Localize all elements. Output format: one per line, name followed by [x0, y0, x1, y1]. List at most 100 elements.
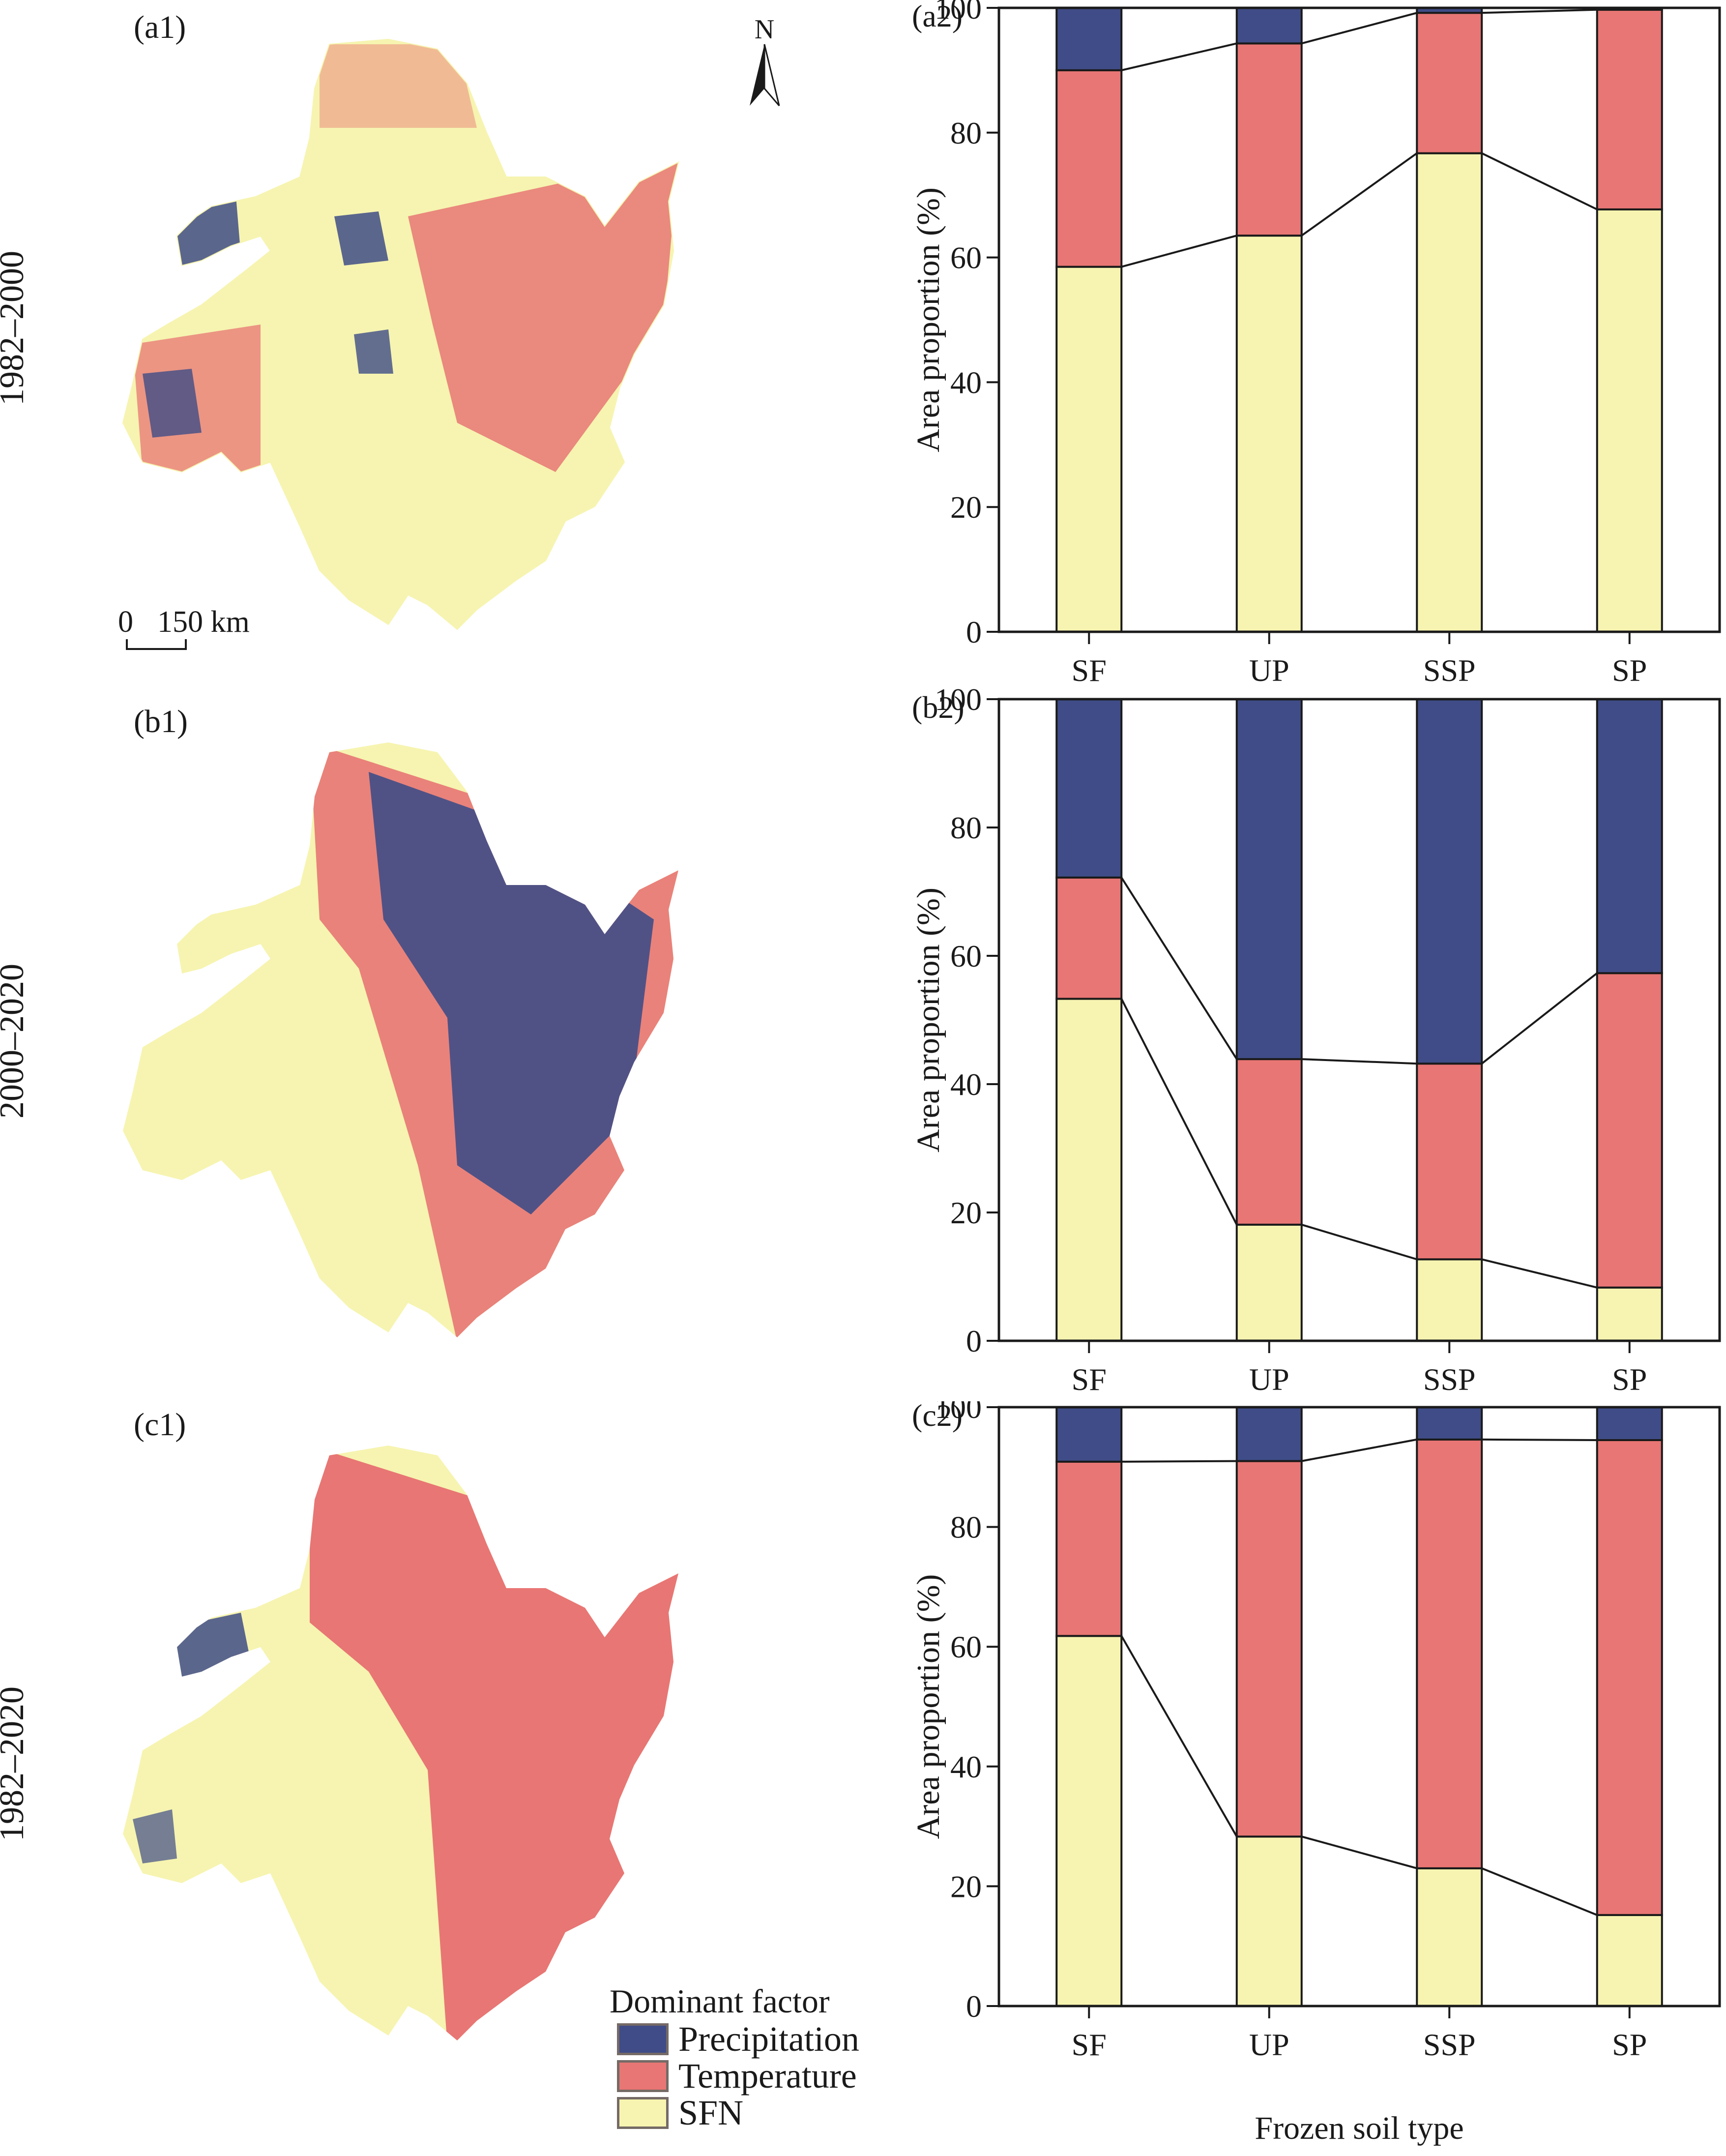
y-tick-label: 20: [950, 1869, 982, 1904]
bar-segment-sf-precipitation: [1055, 1406, 1123, 1463]
bar-segment-up-precipitation: [1235, 7, 1303, 45]
bar-segment-sp-sfn: [1596, 1914, 1663, 2008]
bar-segment-sf-temperature: [1055, 876, 1123, 1000]
connector-line: [1482, 8, 1597, 14]
scale-bar-end: 150 km: [157, 605, 250, 639]
bar-segment-ssp-temperature: [1416, 12, 1483, 154]
bar-segment-sf-temperature: [1055, 69, 1123, 268]
y-tick-label: 100: [935, 0, 982, 26]
scale-bar: 0 150 km: [118, 602, 290, 659]
bar-segment-ssp-sfn: [1416, 1258, 1483, 1342]
x-tick-label: SSP: [1423, 2027, 1476, 2062]
bar-segment-sp-temperature: [1596, 1439, 1663, 1916]
north-arrow: N: [747, 14, 782, 108]
y-tick-label: 60: [950, 240, 982, 275]
connector-line: [1120, 998, 1238, 1225]
bar-segment-sf-precipitation: [1055, 7, 1123, 71]
plot-frame: [997, 1406, 1721, 2008]
y-tick-label: 100: [935, 1401, 982, 1425]
legend: Dominant factor Precipitation Temperatur…: [610, 1981, 859, 2132]
bar-segment-up-temperature: [1235, 42, 1303, 237]
bar-segment-sp-temperature: [1596, 8, 1663, 210]
map-panel-label-c1: (c1): [134, 1407, 186, 1443]
y-axis-label: Area proportion (%): [910, 187, 946, 452]
legend-item-precipitation: Precipitation: [617, 2019, 859, 2059]
connector-line: [1481, 1867, 1598, 1916]
scale-bar-start: 0: [118, 605, 133, 639]
chart-panel-label: (c2): [912, 1401, 963, 1433]
bar-segment-sp-precipitation: [1596, 698, 1663, 975]
plot-frame: [997, 6, 1721, 633]
map-panel-label-b1: (b1): [134, 704, 188, 739]
x-tick-label: SP: [1612, 1362, 1647, 1397]
y-tick-label: 80: [950, 116, 982, 150]
legend-label-sfn: SFN: [678, 2093, 744, 2132]
x-tick-label: UP: [1249, 1362, 1289, 1397]
bar-segment-up-temperature: [1235, 1460, 1303, 1838]
bar-segment-ssp-temperature: [1416, 1063, 1483, 1261]
y-tick-label: 80: [950, 1510, 982, 1545]
connector-line: [1301, 1223, 1417, 1261]
bar-segment-up-precipitation: [1235, 1406, 1303, 1462]
map-panel-label-a1: (a1): [134, 9, 186, 45]
y-tick-label: 20: [950, 490, 982, 525]
connector-line: [1481, 1258, 1598, 1289]
bar-segment-up-temperature: [1235, 1058, 1303, 1226]
x-tick-label: SP: [1612, 2027, 1647, 2062]
y-tick-label: 0: [966, 1324, 982, 1359]
chart-panel-label: (a2): [912, 0, 963, 33]
north-arrow-icon: N: [750, 14, 780, 106]
y-tick-label: 0: [966, 615, 982, 650]
chart-a2: 0 20 40 60 80 100 SF UP SSP SP (a2) Area proportion…: [910, 0, 1721, 688]
bar-segment-up-sfn: [1235, 1223, 1303, 1342]
legend-item-sfn: SFN: [617, 2093, 859, 2132]
connector-line: [1120, 877, 1238, 1060]
y-axis-label: Area proportion (%): [910, 887, 946, 1152]
connector-line: [1481, 972, 1598, 1064]
plot-frame: [997, 698, 1721, 1342]
chart-panel-label: (b2): [912, 690, 965, 725]
north-label: N: [755, 15, 774, 45]
bar-segment-sp-temperature: [1596, 972, 1663, 1289]
bar-segment-ssp-sfn: [1416, 1867, 1483, 2007]
x-tick-label: SF: [1072, 1362, 1107, 1397]
row-label-2000-2020: 2000–2020: [0, 964, 31, 1119]
row-label-1982-2020: 1982–2020: [0, 1686, 31, 1841]
bar-segment-sf-sfn: [1055, 266, 1123, 633]
bar-segment-up-precipitation: [1235, 698, 1303, 1061]
x-axis-label: Frozen soil type: [1255, 2110, 1463, 2146]
y-tick-label: 0: [966, 1989, 982, 2024]
legend-swatch-precipitation: [617, 2023, 669, 2055]
y-tick-label: 40: [950, 1749, 982, 1784]
bar-segment-sp-sfn: [1596, 208, 1663, 633]
connector-line: [1481, 152, 1598, 210]
connector-line: [1121, 235, 1237, 268]
bar-segment-sf-precipitation: [1055, 698, 1123, 879]
connector-line: [1301, 1835, 1417, 1869]
chart-b2: 0 20 40 60 80 100 SF UP SSP SP (b2) Area proportion…: [910, 688, 1721, 1397]
bar-segment-ssp-sfn: [1416, 152, 1483, 633]
bar-segment-ssp-precipitation: [1416, 698, 1483, 1065]
connector-line: [1121, 1460, 1237, 1463]
x-tick-label: SP: [1612, 653, 1647, 688]
row-label-1982-2000: 1982–2000: [0, 251, 31, 406]
y-tick-label: 80: [950, 810, 982, 845]
x-tick-label: UP: [1249, 653, 1289, 688]
bar-segment-up-sfn: [1235, 1835, 1303, 2008]
y-tick-label: 40: [950, 365, 982, 400]
bar-segment-up-sfn: [1235, 235, 1303, 633]
legend-label-temperature: Temperature: [678, 2056, 857, 2096]
legend-swatch-temperature: [617, 2060, 669, 2092]
y-axis-label: Area proportion (%): [910, 1574, 946, 1839]
x-tick-label: SF: [1072, 653, 1107, 688]
legend-label-precipitation: Precipitation: [678, 2019, 859, 2059]
connector-line: [1301, 12, 1417, 45]
bar-segment-sp-precipitation: [1596, 1406, 1663, 1441]
connector-line: [1301, 152, 1418, 236]
chart-c2: 0 20 40 60 80 100 SF UP SSP SP (c2) Area proportion…: [910, 1401, 1721, 2146]
bar-segment-sp-sfn: [1596, 1286, 1663, 1342]
y-tick-label: 20: [950, 1195, 982, 1230]
bar-segment-sf-sfn: [1055, 1635, 1123, 2007]
connector-line: [1301, 1058, 1417, 1065]
x-tick-label: SF: [1072, 2027, 1107, 2062]
